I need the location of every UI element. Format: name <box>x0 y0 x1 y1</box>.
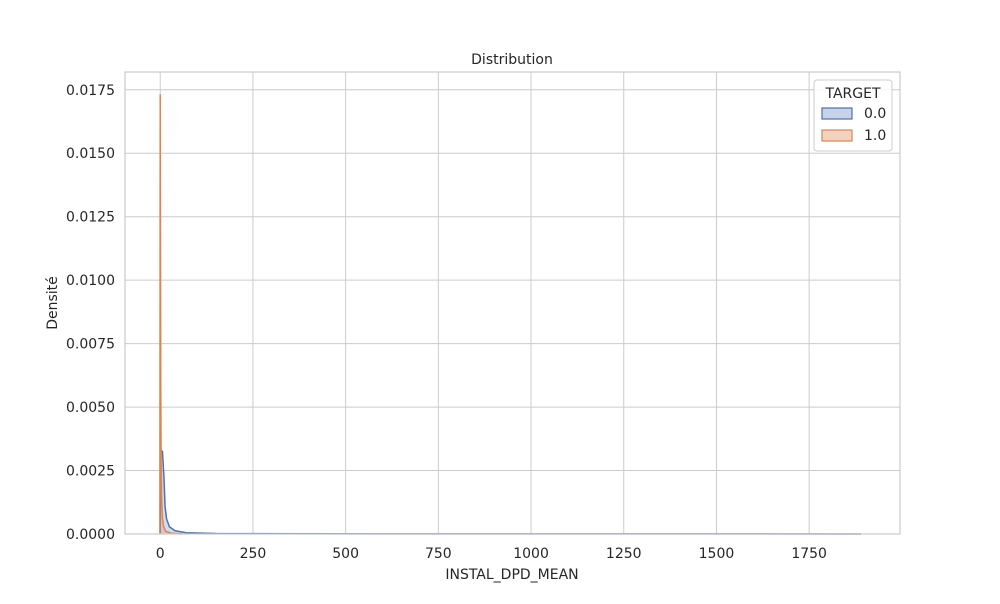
x-axis-label: INSTAL_DPD_MEAN <box>445 567 578 583</box>
y-tick-label: 0.0125 <box>66 210 115 226</box>
y-axis-label: Densité <box>45 276 61 330</box>
x-tick-label: 1500 <box>699 546 735 562</box>
legend-swatch-1 <box>821 129 853 142</box>
x-tick-label: 250 <box>240 546 267 562</box>
legend-title: TARGET <box>824 86 880 102</box>
grid-lines <box>125 72 900 535</box>
x-tick-label: 1000 <box>513 546 549 562</box>
legend: TARGET 0.01.0 <box>813 79 893 152</box>
legend-items: 0.01.0 <box>821 106 886 144</box>
y-axis-ticks: 0.0000 0.0025 0.0050 0.0075 0.0100 0.0125 0.01… <box>66 83 115 543</box>
y-tick-label: 0.0050 <box>66 400 115 416</box>
legend-swatch-0 <box>821 107 853 120</box>
series-line-0 <box>159 449 862 535</box>
y-tick-label: 0.0175 <box>66 83 115 99</box>
chart-title: Distribution <box>471 52 553 68</box>
y-tick-label: 0.0150 <box>66 146 115 162</box>
x-tick-label: 750 <box>425 546 452 562</box>
y-tick-label: 0.0075 <box>66 337 115 353</box>
x-tick-label: 1750 <box>791 546 827 562</box>
x-tick-label: 0 <box>156 546 165 562</box>
legend-label-0: 0.0 <box>864 106 886 122</box>
series-line-1 <box>159 94 183 535</box>
x-axis-ticks: 0 250 500 750 1000 1250 1500 1750 <box>156 546 827 562</box>
plot-area <box>159 94 862 535</box>
y-tick-label: 0.0100 <box>66 273 115 289</box>
y-tick-label: 0.0000 <box>66 527 115 543</box>
x-tick-label: 500 <box>332 546 359 562</box>
series-area-0 <box>160 450 862 534</box>
plot-frame <box>124 71 901 535</box>
y-tick-label: 0.0025 <box>66 464 115 480</box>
x-tick-label: 1250 <box>606 546 642 562</box>
legend-label-1: 1.0 <box>864 128 886 144</box>
